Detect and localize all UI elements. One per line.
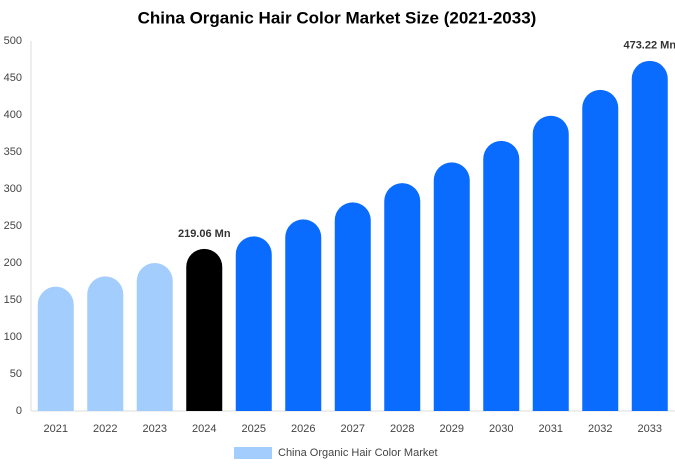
bar <box>483 140 520 411</box>
y-tick-label: 350 <box>4 146 22 158</box>
y-tick-label: 150 <box>4 294 22 306</box>
y-tick-label: 200 <box>4 257 22 269</box>
chart-title: China Organic Hair Color Market Size (20… <box>138 8 537 27</box>
y-tick-label: 0 <box>16 405 22 417</box>
x-tick-label: 2023 <box>143 423 167 435</box>
bar <box>136 263 173 411</box>
x-tick-label: 2027 <box>341 423 365 435</box>
value-label: 219.06 Mn <box>178 228 231 240</box>
x-tick-label: 2022 <box>93 423 117 435</box>
bar <box>532 115 569 412</box>
y-tick-label: 400 <box>4 109 22 121</box>
x-tick-label: 2030 <box>489 423 513 435</box>
y-tick-label: 50 <box>10 368 22 380</box>
x-tick-label: 2026 <box>291 423 315 435</box>
x-tick-label: 2031 <box>539 423 563 435</box>
y-tick-label: 500 <box>4 35 22 47</box>
y-tick-label: 450 <box>4 72 22 84</box>
x-tick-label: 2033 <box>638 423 662 435</box>
x-tick-label: 2028 <box>390 423 414 435</box>
bar <box>87 276 124 411</box>
bar <box>631 60 668 411</box>
y-tick-label: 300 <box>4 183 22 195</box>
bar <box>433 162 470 411</box>
x-tick-label: 2024 <box>192 423 216 435</box>
bar <box>384 183 421 411</box>
y-tick-label: 100 <box>4 331 22 343</box>
x-tick-label: 2025 <box>242 423 266 435</box>
bar <box>334 202 371 411</box>
bar <box>186 248 223 411</box>
x-tick-label: 2032 <box>588 423 612 435</box>
bar <box>285 219 322 411</box>
bar <box>582 89 619 411</box>
x-tick-label: 2029 <box>440 423 464 435</box>
x-tick-label: 2021 <box>44 423 68 435</box>
y-tick-label: 250 <box>4 220 22 232</box>
bar <box>235 236 272 411</box>
legend-swatch <box>234 447 272 459</box>
value-label: 473.22 Mn <box>623 40 675 52</box>
bar <box>37 286 74 411</box>
legend-label: China Organic Hair Color Market <box>278 447 438 459</box>
